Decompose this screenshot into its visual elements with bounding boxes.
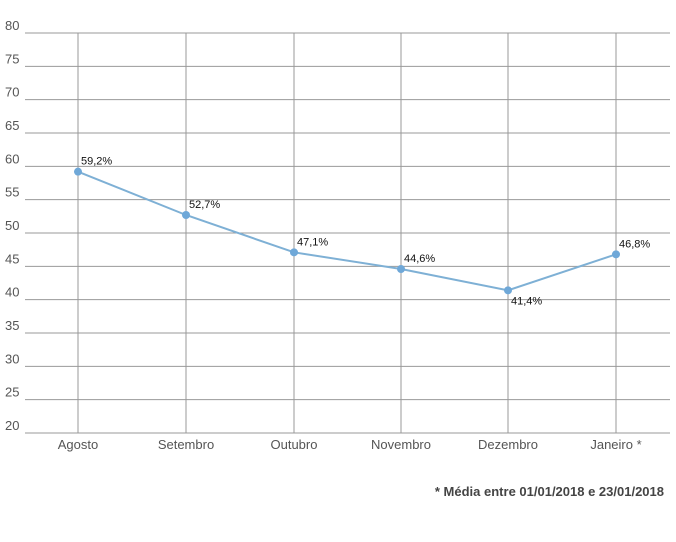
- data-point: [397, 265, 405, 273]
- x-tick-label: Agosto: [58, 437, 98, 452]
- grid-lines: [25, 32, 670, 434]
- x-tick-label: Janeiro *: [590, 437, 641, 452]
- data-point: [504, 286, 512, 295]
- data-point: [182, 211, 190, 219]
- series-layer: 59,2% 52,7% 47,1% 44,6% 41,4% 46,8%: [74, 156, 650, 307]
- y-tick-label: 80: [5, 18, 19, 33]
- footnote: * Média entre 01/01/2018 e 23/01/2018: [434, 484, 664, 499]
- y-axis: 20 25 30 35 40 45 50 55 60 65 70 75 80: [5, 18, 19, 433]
- data-point: [74, 167, 82, 176]
- y-tick-label: 50: [5, 218, 19, 233]
- series-line: [77, 170, 617, 292]
- y-tick-label: 35: [5, 318, 19, 333]
- y-tick-label: 70: [5, 85, 19, 100]
- x-tick-label: Novembro: [371, 437, 431, 452]
- y-tick-label: 65: [5, 118, 19, 133]
- y-tick-label: 45: [5, 251, 19, 266]
- data-point: [290, 248, 298, 257]
- x-tick-label: Dezembro: [478, 437, 538, 452]
- data-label: 59,2%: [81, 156, 112, 168]
- y-tick-label: 30: [5, 351, 19, 366]
- x-tick-label: Outubro: [271, 437, 318, 452]
- y-tick-label: 75: [5, 51, 19, 66]
- y-tick-label: 55: [5, 185, 19, 200]
- data-label: 44,6%: [404, 253, 435, 265]
- data-label: 46,8%: [619, 238, 650, 250]
- y-tick-label: 60: [5, 151, 19, 166]
- data-point: [612, 250, 620, 259]
- data-label: 47,1%: [297, 236, 328, 248]
- x-tick-label: Setembro: [158, 437, 214, 452]
- y-tick-label: 40: [5, 285, 19, 300]
- data-label: 52,7%: [189, 199, 220, 211]
- x-axis: Agosto Setembro Outubro Novembro Dezembro Jan…: [58, 437, 642, 452]
- data-label: 41,4%: [511, 295, 542, 307]
- y-tick-label: 20: [5, 418, 19, 433]
- y-tick-label: 25: [5, 385, 19, 400]
